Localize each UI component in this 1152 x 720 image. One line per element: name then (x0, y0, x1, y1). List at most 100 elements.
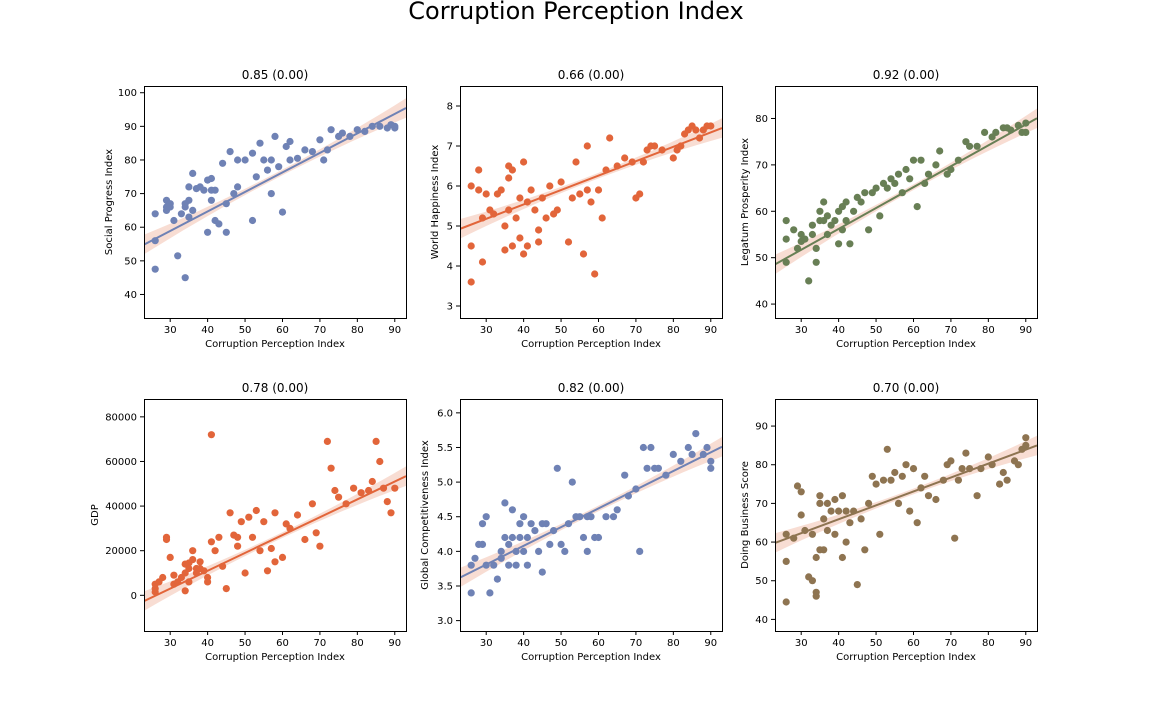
data-point (846, 240, 854, 248)
data-point (312, 529, 320, 537)
data-point (523, 533, 532, 542)
y-tick-label: 5.5 (437, 443, 453, 454)
data-point (520, 158, 528, 166)
data-point (204, 228, 212, 236)
data-point (316, 542, 324, 550)
data-point (793, 482, 802, 490)
data-point (260, 518, 268, 526)
panel-4: 30 40 50 60 70 80 90 0 20000 40000 60000 80000 0.78 … (90, 381, 407, 663)
data-point (252, 506, 260, 515)
data-point (320, 156, 328, 164)
data-point (932, 161, 940, 169)
panel-2: 30 40 50 60 70 80 90 3 4 5 6 7 8 0.66 (0.00) Corruptio… (430, 68, 723, 350)
data-point (331, 486, 339, 495)
data-point (323, 437, 331, 445)
data-point (917, 156, 925, 164)
panel-title: 0.85 (0.00) (242, 68, 309, 82)
x-tick-label: 60 (276, 638, 289, 649)
data-point (174, 252, 182, 260)
plot-area (460, 118, 722, 286)
data-point (376, 457, 384, 466)
y-tick-label: 40 (755, 615, 768, 626)
x-tick-label: 40 (201, 638, 214, 649)
panel-5: 30 40 50 60 70 80 90 3.0 3.5 4.0 4.5 5.0 5.5 6.0 0.82 … (420, 381, 723, 663)
data-point (508, 242, 516, 250)
data-point (207, 196, 215, 204)
data-point (936, 147, 944, 155)
data-point (587, 198, 595, 206)
data-point (267, 156, 275, 164)
data-point (467, 278, 475, 286)
x-axis-label: Corruption Perception Index (521, 339, 661, 350)
x-tick-label: 50 (239, 325, 252, 336)
data-point (278, 553, 287, 562)
data-point (527, 520, 535, 528)
x-tick-label: 80 (351, 325, 364, 336)
axes-frame (144, 399, 407, 632)
plot-area (144, 431, 406, 611)
data-point (846, 519, 854, 527)
data-point (189, 206, 197, 214)
y-tick-label: 80 (755, 460, 768, 471)
data-point (808, 577, 817, 585)
data-point (782, 258, 790, 266)
data-point (512, 214, 520, 222)
data-point (196, 558, 204, 566)
data-point (861, 189, 869, 197)
data-point (812, 553, 820, 562)
data-point (999, 468, 1007, 477)
data-point (557, 540, 565, 549)
data-point (159, 573, 167, 582)
data-point (576, 190, 584, 198)
data-point (973, 142, 981, 150)
data-point (497, 186, 505, 194)
x-tick-label: 70 (945, 325, 958, 336)
plot-area (460, 430, 722, 597)
regression-line (775, 117, 1037, 266)
data-point (241, 569, 249, 577)
data-point (921, 472, 929, 480)
data-point (189, 169, 197, 177)
data-point (684, 443, 692, 452)
data-point (954, 476, 963, 484)
data-point (594, 186, 603, 194)
regression-line (144, 475, 406, 603)
data-point (222, 228, 230, 236)
x-tick-label: 60 (276, 325, 289, 336)
data-point (782, 530, 790, 538)
y-tick-label: 50 (755, 253, 768, 264)
y-axis-label: Doing Business Score (740, 461, 751, 569)
data-point (516, 234, 524, 242)
y-axis-label: World Happiness Index (430, 145, 441, 260)
data-point (531, 206, 539, 214)
data-point (861, 546, 869, 554)
data-point (327, 464, 335, 472)
y-tick-label: 0 (131, 591, 137, 602)
x-tick-label: 60 (907, 638, 920, 649)
data-point (181, 274, 189, 282)
data-point (248, 216, 257, 225)
data-point (1022, 434, 1030, 442)
data-point (561, 547, 569, 556)
data-point (872, 184, 880, 192)
x-tick-label: 80 (982, 638, 995, 649)
data-point (327, 126, 335, 134)
panel-title: 0.78 (0.00) (242, 381, 309, 395)
data-point (490, 561, 498, 569)
data-point (636, 547, 644, 556)
y-tick-label: 6.0 (437, 408, 453, 419)
data-point (282, 142, 290, 151)
data-point (647, 443, 655, 452)
data-point (894, 170, 903, 178)
axes-frame (144, 86, 407, 319)
data-point (267, 544, 275, 553)
x-tick-label: 90 (1019, 325, 1032, 336)
data-point (572, 158, 580, 166)
data-point (475, 166, 483, 174)
data-point (692, 126, 700, 134)
data-point (992, 128, 1000, 136)
y-tick-label: 3.5 (437, 581, 453, 592)
data-point (984, 453, 992, 461)
data-point (621, 471, 629, 479)
